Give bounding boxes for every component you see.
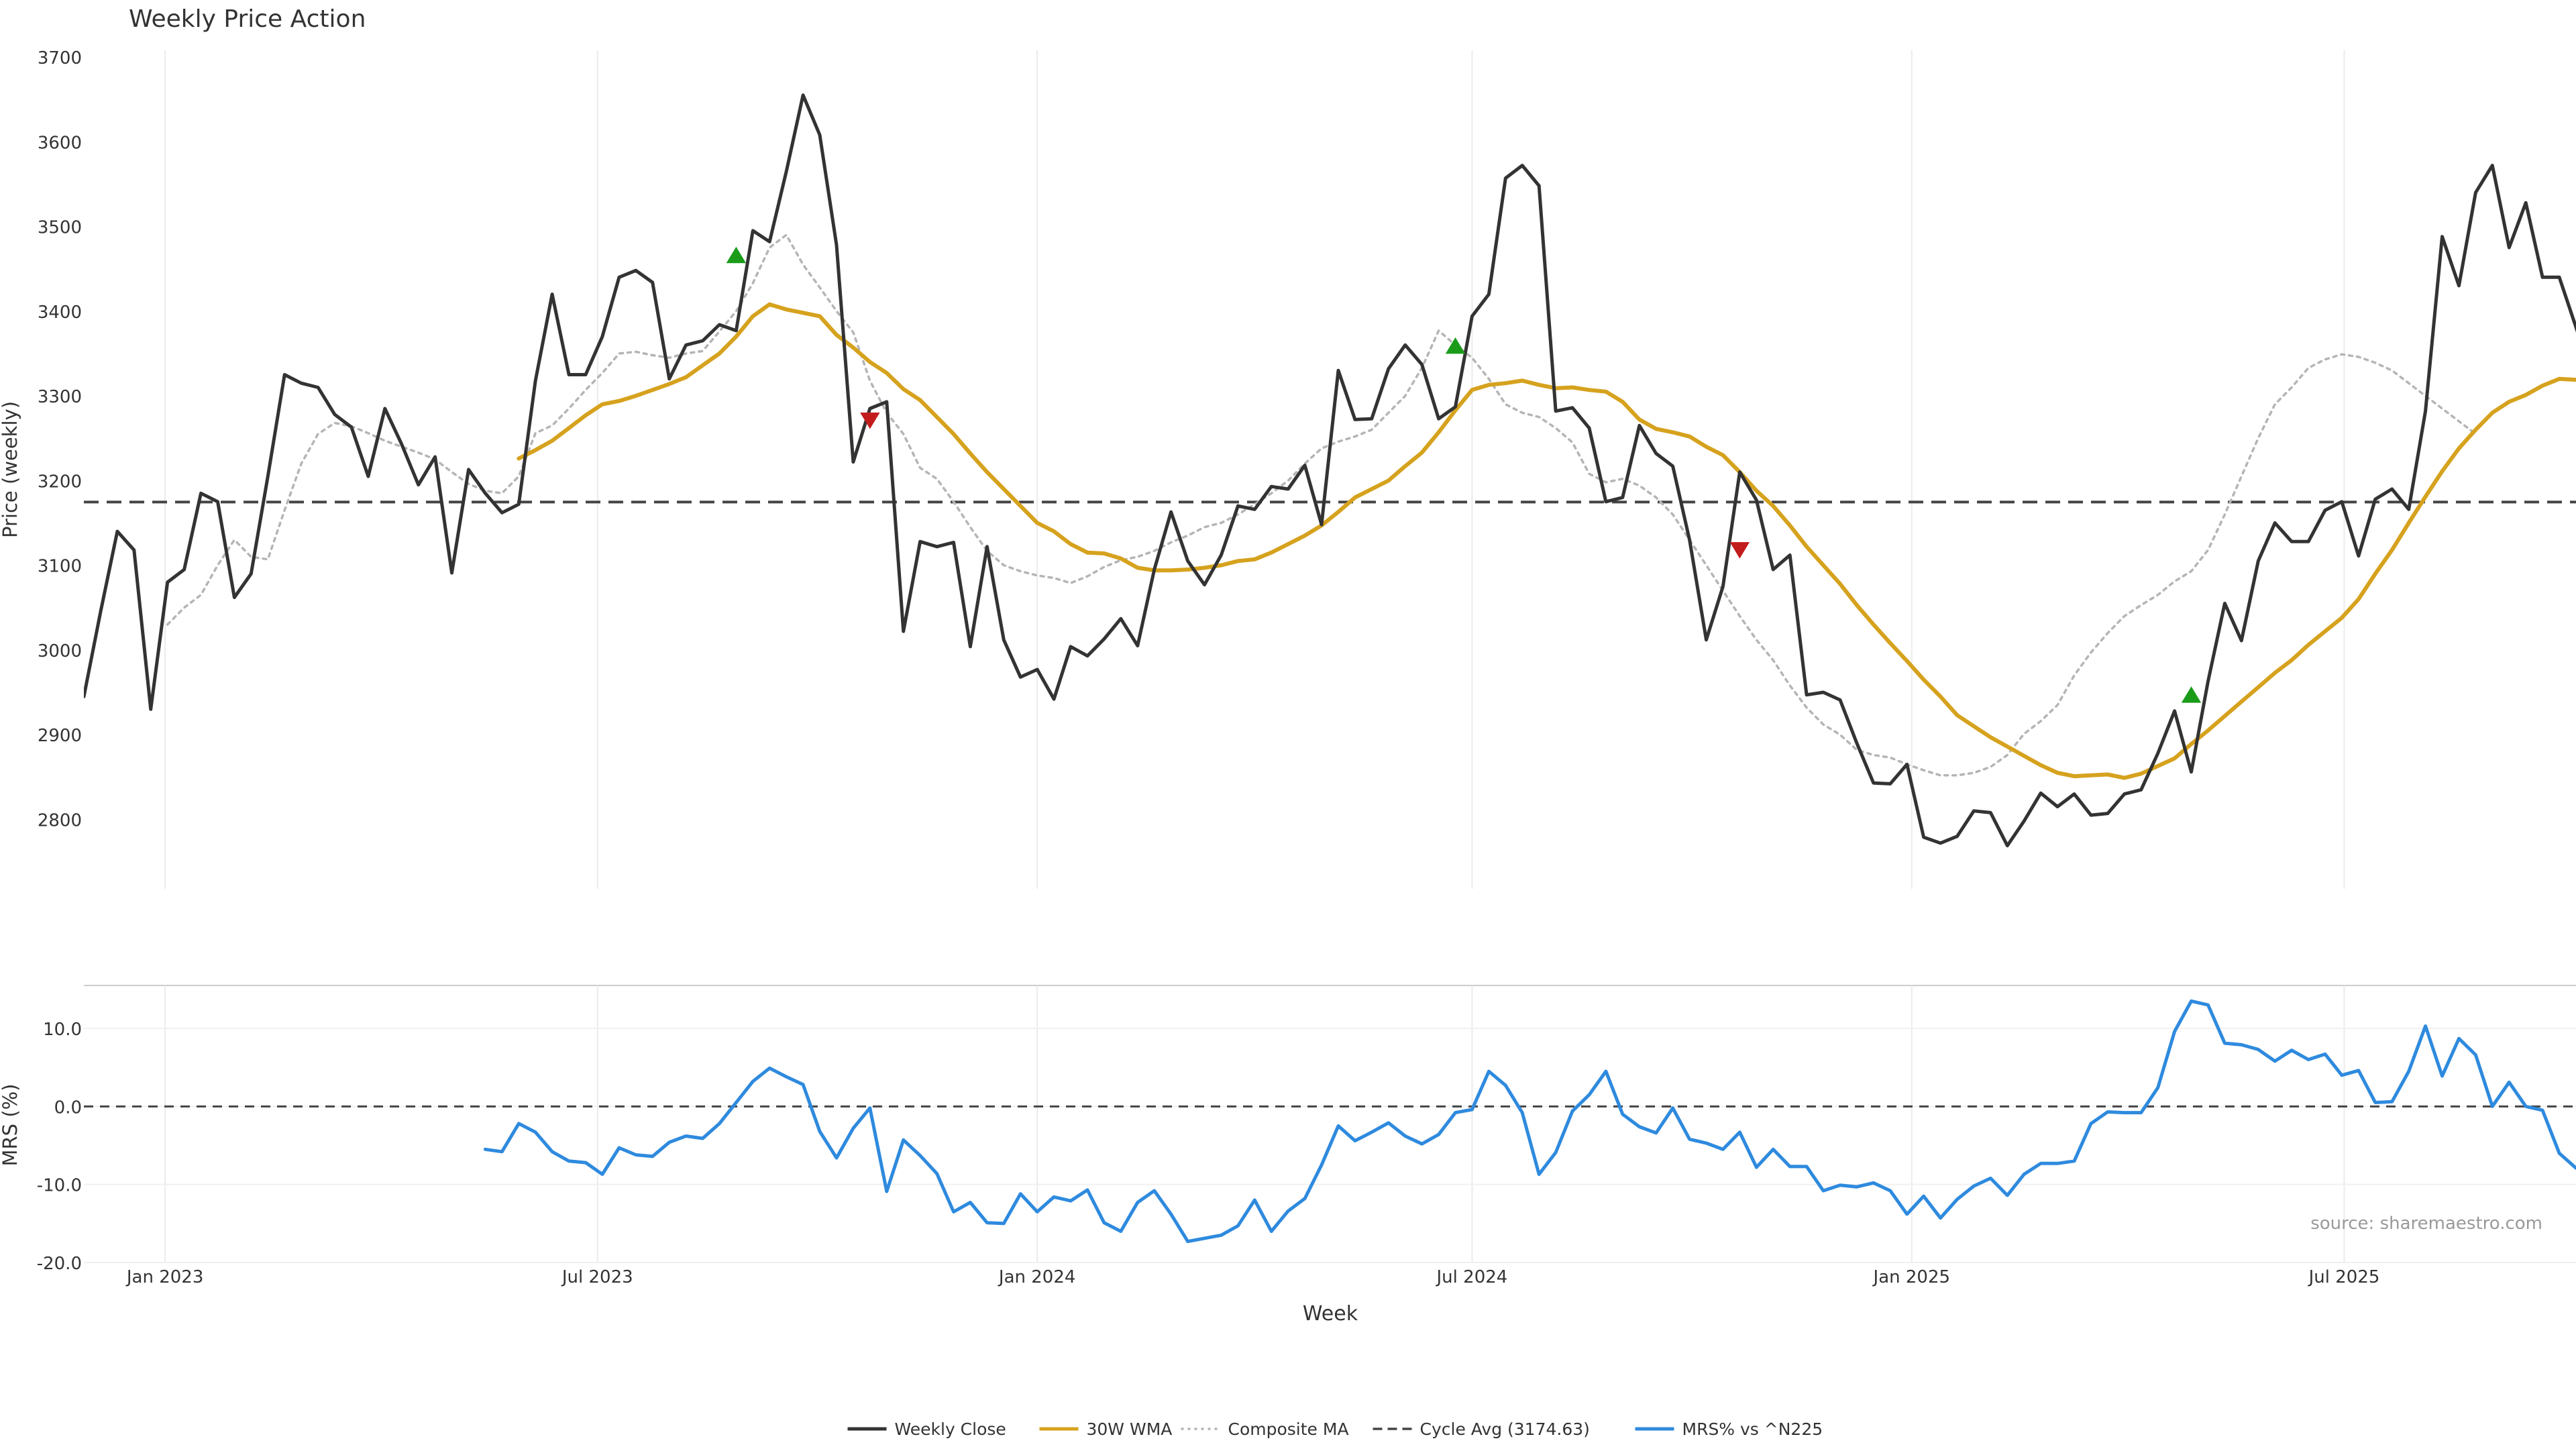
mrs-y-tick-label: -20.0 [37,1254,82,1274]
price-y-tick-label: 3700 [38,48,82,68]
sell-signal-marker [860,412,880,429]
legend-item: 30W WMA [1039,1419,1173,1439]
wma-30w-line [517,302,2576,780]
price-grid [164,50,2345,889]
price-y-axis: 2800 2900 3000 3100 3200 3300 3400 3500 3600 3700 [38,48,82,830]
x-tick-label: Jan 2023 [125,1267,204,1287]
x-tick-label: Jul 2024 [1436,1267,1508,1287]
price-y-tick-label: 3300 [38,387,82,407]
price-y-tick-label: 3100 [38,557,82,577]
legend-item: Composite MA [1181,1419,1349,1439]
price-y-tick-label: 3400 [38,303,82,323]
mrs-y-tick-label: 10.0 [43,1020,82,1040]
price-chart-title: Weekly Price Action [129,5,366,33]
mrs-y-axis: -20.0 -10.0 0.0 10.0 [37,1020,82,1274]
x-tick-label: Jan 2025 [1872,1267,1951,1287]
legend-label: Composite MA [1228,1419,1349,1439]
weekly-close-line [84,93,2576,848]
legend-item: MRS% vs ^N225 [1635,1419,1823,1439]
buy-signal-marker [726,246,747,264]
sell-signal-marker [1729,542,1750,559]
legend-label: MRS% vs ^N225 [1682,1419,1823,1439]
mrs-y-tick-label: 0.0 [54,1097,82,1118]
price-y-axis-label: Price (weekly) [0,401,21,538]
x-tick-label: Jan 2024 [998,1267,1076,1287]
legend-item: Cycle Avg (3174.63) [1373,1419,1590,1439]
x-axis-ticks: Jan 2023 Jul 2023 Jan 2024 Jul 2024 Jan 2025… [125,1267,2380,1287]
price-y-tick-label: 2800 [38,810,82,830]
x-tick-label: Jul 2025 [2308,1267,2380,1287]
price-y-tick-label: 2900 [38,726,82,746]
price-y-tick-label: 3200 [38,472,82,492]
x-tick-label: Jul 2023 [561,1267,633,1287]
price-y-tick-label: 3600 [38,133,82,153]
mrs-y-tick-label: -10.0 [37,1176,82,1196]
mrs-line [483,999,2576,1244]
legend-label: Weekly Close [895,1419,1006,1439]
chart-legend: Weekly Close 30W WMA Composite MA Cycle Avg… [847,1419,1823,1439]
legend-label: Cycle Avg (3174.63) [1420,1419,1590,1439]
legend-label: 30W WMA [1087,1419,1173,1439]
price-plot-area [84,93,2576,848]
mrs-plot-area [84,999,2576,1244]
source-watermark: source: sharemaestro.com [2310,1214,2542,1234]
composite-ma-line [166,233,2477,777]
buy-signal-marker [1445,337,1466,354]
price-y-tick-label: 3000 [38,641,82,661]
buy-signal-marker [2181,686,2202,703]
price-y-tick-label: 3500 [38,218,82,238]
legend-item: Weekly Close [847,1419,1006,1439]
x-axis-label: Week [1303,1302,1358,1326]
mrs-y-axis-label: MRS (%) [0,1084,21,1167]
